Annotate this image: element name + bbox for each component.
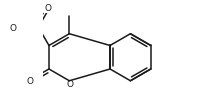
Text: O: O	[26, 76, 33, 85]
Text: O: O	[44, 4, 51, 13]
Text: O: O	[10, 23, 17, 32]
Text: O: O	[67, 79, 74, 88]
